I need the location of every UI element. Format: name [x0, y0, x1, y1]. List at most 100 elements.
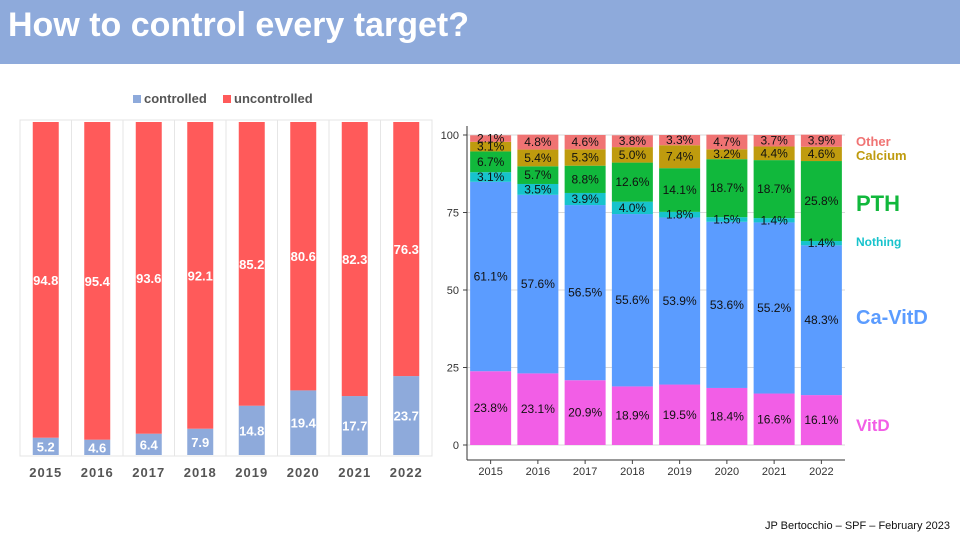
bar-Calcium-2017: [564, 149, 606, 166]
slide-title: How to control every target?: [8, 6, 469, 44]
bar-Ca-VitD-2020: [706, 221, 748, 388]
data-label-Ca-VitD-2019: 53.9%: [663, 294, 697, 308]
data-label-PTH-2017: 8.8%: [571, 172, 599, 186]
y-tick-label: 100: [441, 130, 459, 142]
data-label-uncontrolled-2017: 93.6: [136, 271, 161, 286]
bar-VitD-2020: [706, 387, 748, 445]
bar-controlled-2020: [290, 390, 317, 455]
data-label-Calcium-2021: 4.4%: [760, 146, 788, 160]
data-label-VitD-2017: 20.9%: [568, 406, 602, 420]
bar-Nothing-2018: [611, 201, 653, 215]
bar-Calcium-2020: [706, 149, 748, 160]
bar-Calcium-2022: [800, 146, 842, 162]
legend-label-Calcium: Calcium: [856, 148, 907, 163]
data-label-Other-2020: 4.7%: [713, 135, 741, 149]
legend-label-controlled: controlled: [144, 91, 207, 106]
data-label-Calcium-2016: 5.4%: [524, 151, 552, 165]
data-label-Nothing-2020: 1.5%: [713, 212, 741, 226]
legend-label-uncontrolled: uncontrolled: [234, 91, 313, 106]
x-tick-label: 2015: [478, 466, 502, 478]
footer-credit: JP Bertocchio – SPF – February 2023: [764, 520, 950, 532]
data-label-controlled-2015: 5.2: [37, 439, 55, 454]
x-tick-label: 2020: [715, 466, 739, 478]
data-label-Ca-VitD-2016: 57.6%: [521, 277, 555, 291]
legend-swatch-uncontrolled: [223, 95, 231, 103]
data-label-Other-2019: 3.3%: [666, 133, 694, 147]
y-tick-label: 25: [447, 363, 459, 375]
y-tick-label: 75: [447, 208, 459, 220]
bar-controlled-2017: [135, 433, 162, 455]
bar-PTH-2022: [800, 161, 842, 242]
data-label-controlled-2020: 19.4: [291, 416, 317, 431]
data-label-PTH-2020: 18.7%: [710, 181, 744, 195]
bar-PTH-2017: [564, 165, 606, 193]
data-label-Other-2016: 4.8%: [524, 135, 552, 149]
data-label-uncontrolled-2015: 94.8: [33, 273, 58, 288]
bar-Other-2017: [564, 135, 606, 150]
y-tick-label: 50: [447, 285, 459, 297]
x-tick-label: 2016: [81, 465, 114, 480]
bar-Calcium-2018: [611, 147, 653, 163]
bar-Ca-VitD-2022: [800, 245, 842, 396]
title-bar: [0, 0, 960, 64]
x-tick-label: 2019: [667, 466, 691, 478]
bar-uncontrolled-2017: [135, 122, 162, 434]
bar-Ca-VitD-2018: [611, 214, 653, 387]
data-label-controlled-2019: 14.8: [239, 423, 264, 438]
data-label-Ca-VitD-2015: 61.1%: [474, 270, 508, 284]
bar-Other-2016: [517, 134, 559, 150]
data-label-controlled-2017: 6.4: [140, 437, 159, 452]
data-label-uncontrolled-2021: 82.3: [342, 252, 367, 267]
data-label-Other-2021: 3.7%: [760, 134, 788, 148]
bar-controlled-2018: [187, 428, 214, 455]
data-label-Calcium-2020: 3.2%: [713, 147, 741, 161]
y-tick-label: 0: [453, 440, 459, 452]
bar-VitD-2019: [659, 384, 701, 445]
data-label-Ca-VitD-2017: 56.5%: [568, 286, 602, 300]
bar-controlled-2016: [84, 439, 111, 455]
bar-Ca-VitD-2021: [753, 222, 795, 394]
bar-VitD-2015: [470, 371, 512, 445]
data-label-Other-2017: 4.6%: [571, 135, 599, 149]
bar-Other-2018: [611, 135, 653, 148]
bar-Nothing-2016: [517, 183, 559, 195]
bar-Ca-VitD-2017: [564, 205, 606, 381]
data-label-Ca-VitD-2021: 55.2%: [757, 301, 791, 315]
bar-Nothing-2017: [564, 192, 606, 206]
data-label-Nothing-2016: 3.5%: [524, 182, 552, 196]
x-tick-label: 2018: [620, 466, 644, 478]
data-label-Nothing-2021: 1.4%: [760, 213, 788, 227]
bar-Calcium-2019: [659, 145, 701, 169]
bar-Nothing-2021: [753, 218, 795, 223]
bar-uncontrolled-2018: [187, 122, 214, 429]
data-label-VitD-2016: 23.1%: [521, 402, 555, 416]
x-tick-label: 2019: [235, 465, 268, 480]
bar-VitD-2022: [800, 395, 842, 445]
bar-VitD-2018: [611, 386, 653, 445]
data-label-controlled-2018: 7.9: [191, 435, 209, 450]
bar-Nothing-2019: [659, 211, 701, 218]
data-label-Calcium-2015: 3.1%: [477, 140, 505, 154]
bar-PTH-2018: [611, 162, 653, 202]
bar-PTH-2015: [470, 151, 512, 173]
x-tick-label: 2021: [762, 466, 786, 478]
bar-VitD-2016: [517, 373, 559, 445]
legend-label-VitD: VitD: [856, 416, 890, 435]
bar-Other-2020: [706, 134, 748, 150]
data-label-controlled-2016: 4.6: [88, 440, 106, 455]
bar-Nothing-2015: [470, 172, 512, 182]
bar-Nothing-2020: [706, 217, 748, 222]
x-tick-label: 2017: [132, 465, 165, 480]
data-label-Nothing-2018: 4.0%: [619, 201, 647, 215]
data-label-Nothing-2017: 3.9%: [571, 192, 599, 206]
data-label-Other-2022: 3.9%: [808, 134, 836, 148]
legend-swatch-controlled: [133, 95, 141, 103]
bar-uncontrolled-2022: [393, 122, 420, 377]
data-label-VitD-2020: 18.4%: [710, 409, 744, 423]
data-label-uncontrolled-2022: 76.3: [394, 242, 419, 257]
data-label-controlled-2021: 17.7: [342, 419, 367, 434]
bar-controlled-2022: [393, 376, 420, 455]
data-label-controlled-2022: 23.7: [394, 409, 419, 424]
data-label-Calcium-2017: 5.3%: [571, 150, 599, 164]
